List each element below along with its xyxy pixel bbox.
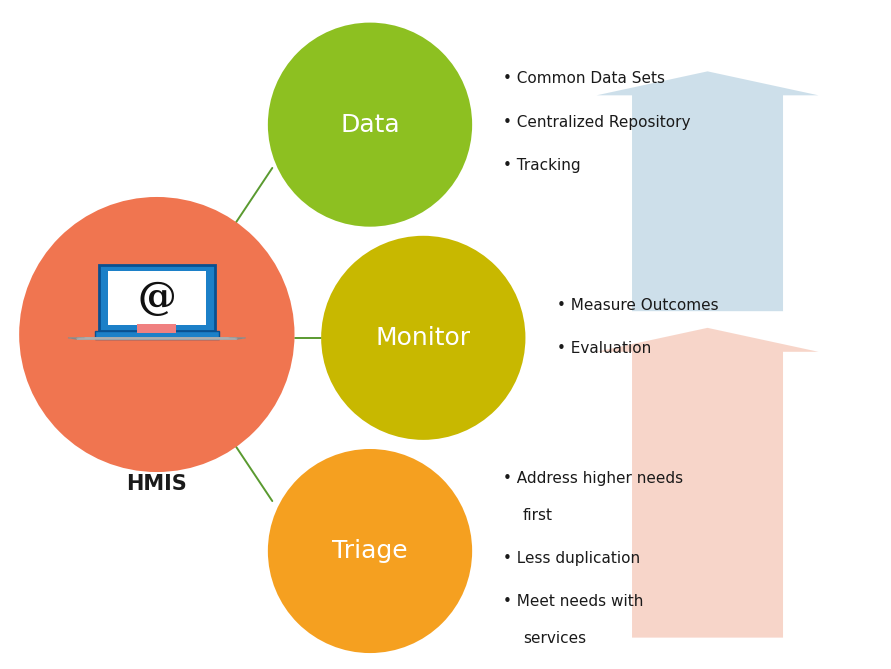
FancyBboxPatch shape — [94, 331, 219, 339]
Text: • Common Data Sets: • Common Data Sets — [503, 72, 666, 86]
Text: • Address higher needs: • Address higher needs — [503, 471, 683, 486]
Text: • Less duplication: • Less duplication — [503, 551, 641, 566]
Text: • Meet needs with: • Meet needs with — [503, 595, 643, 609]
Polygon shape — [596, 328, 819, 638]
Text: services: services — [523, 631, 586, 646]
Ellipse shape — [321, 235, 526, 440]
Text: • Tracking: • Tracking — [503, 158, 581, 173]
Polygon shape — [596, 72, 819, 311]
Polygon shape — [68, 338, 246, 339]
Text: first: first — [523, 508, 552, 522]
Text: • Evaluation: • Evaluation — [557, 341, 650, 356]
FancyBboxPatch shape — [108, 271, 206, 324]
Text: Triage: Triage — [332, 539, 408, 563]
Ellipse shape — [19, 197, 295, 472]
FancyBboxPatch shape — [99, 264, 215, 331]
Text: • Centralized Repository: • Centralized Repository — [503, 114, 691, 130]
Text: Monitor: Monitor — [376, 326, 470, 350]
Text: HMIS: HMIS — [127, 474, 187, 494]
FancyBboxPatch shape — [137, 324, 176, 332]
Text: • Measure Outcomes: • Measure Outcomes — [557, 298, 718, 313]
Ellipse shape — [268, 449, 472, 653]
Text: @: @ — [137, 279, 176, 317]
Ellipse shape — [268, 23, 472, 227]
Text: Data: Data — [340, 112, 400, 136]
